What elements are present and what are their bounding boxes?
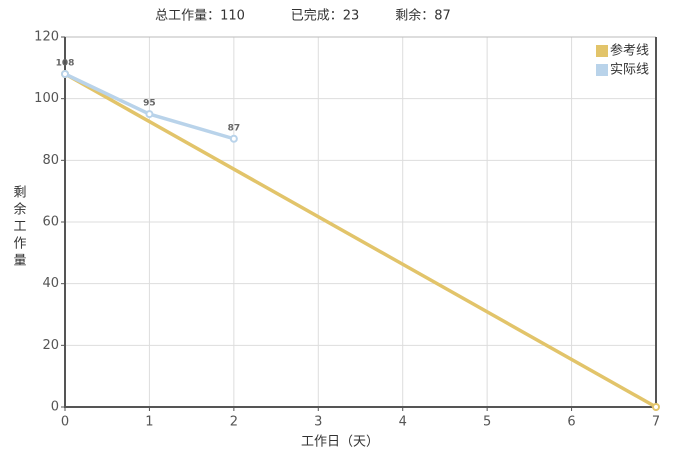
x-tick-label: 6 [567,415,575,430]
x-axis-label: 工作日（天） [301,435,379,450]
summary-text: 总工作量：110 [155,9,245,24]
x-tick-label: 1 [145,415,153,430]
x-tick-label: 5 [483,415,491,430]
axis-frame [64,37,657,408]
series-line [64,72,657,409]
data-label: 108 [56,59,75,69]
y-tick-label: 80 [42,153,59,168]
x-tick-label: 7 [652,415,660,430]
data-label: 95 [143,99,156,109]
x-tick-label: 0 [61,415,69,430]
x-tick-label: 2 [230,415,238,430]
legend-swatch [596,45,608,57]
y-tick-label: 40 [42,276,59,291]
legend-label: 参考线 [610,43,649,59]
summary-text: 已完成：23 [291,9,360,24]
data-label: 87 [228,123,241,133]
x-tick-label: 3 [314,415,322,430]
point [145,110,154,119]
point [652,403,660,411]
y-axis-label: 剩余工作量 [11,185,27,270]
legend-swatch [596,64,608,76]
y-tick-label: 0 [51,400,59,415]
y-tick-label: 120 [34,30,59,45]
y-tick-label: 60 [42,215,59,230]
point [61,70,69,78]
summary-text: 剩余：87 [395,8,451,24]
point [229,134,238,143]
y-tick-label: 100 [34,91,59,106]
x-tick-label: 4 [399,415,407,430]
legend-label: 实际线 [610,63,649,78]
y-tick-label: 20 [42,338,59,353]
